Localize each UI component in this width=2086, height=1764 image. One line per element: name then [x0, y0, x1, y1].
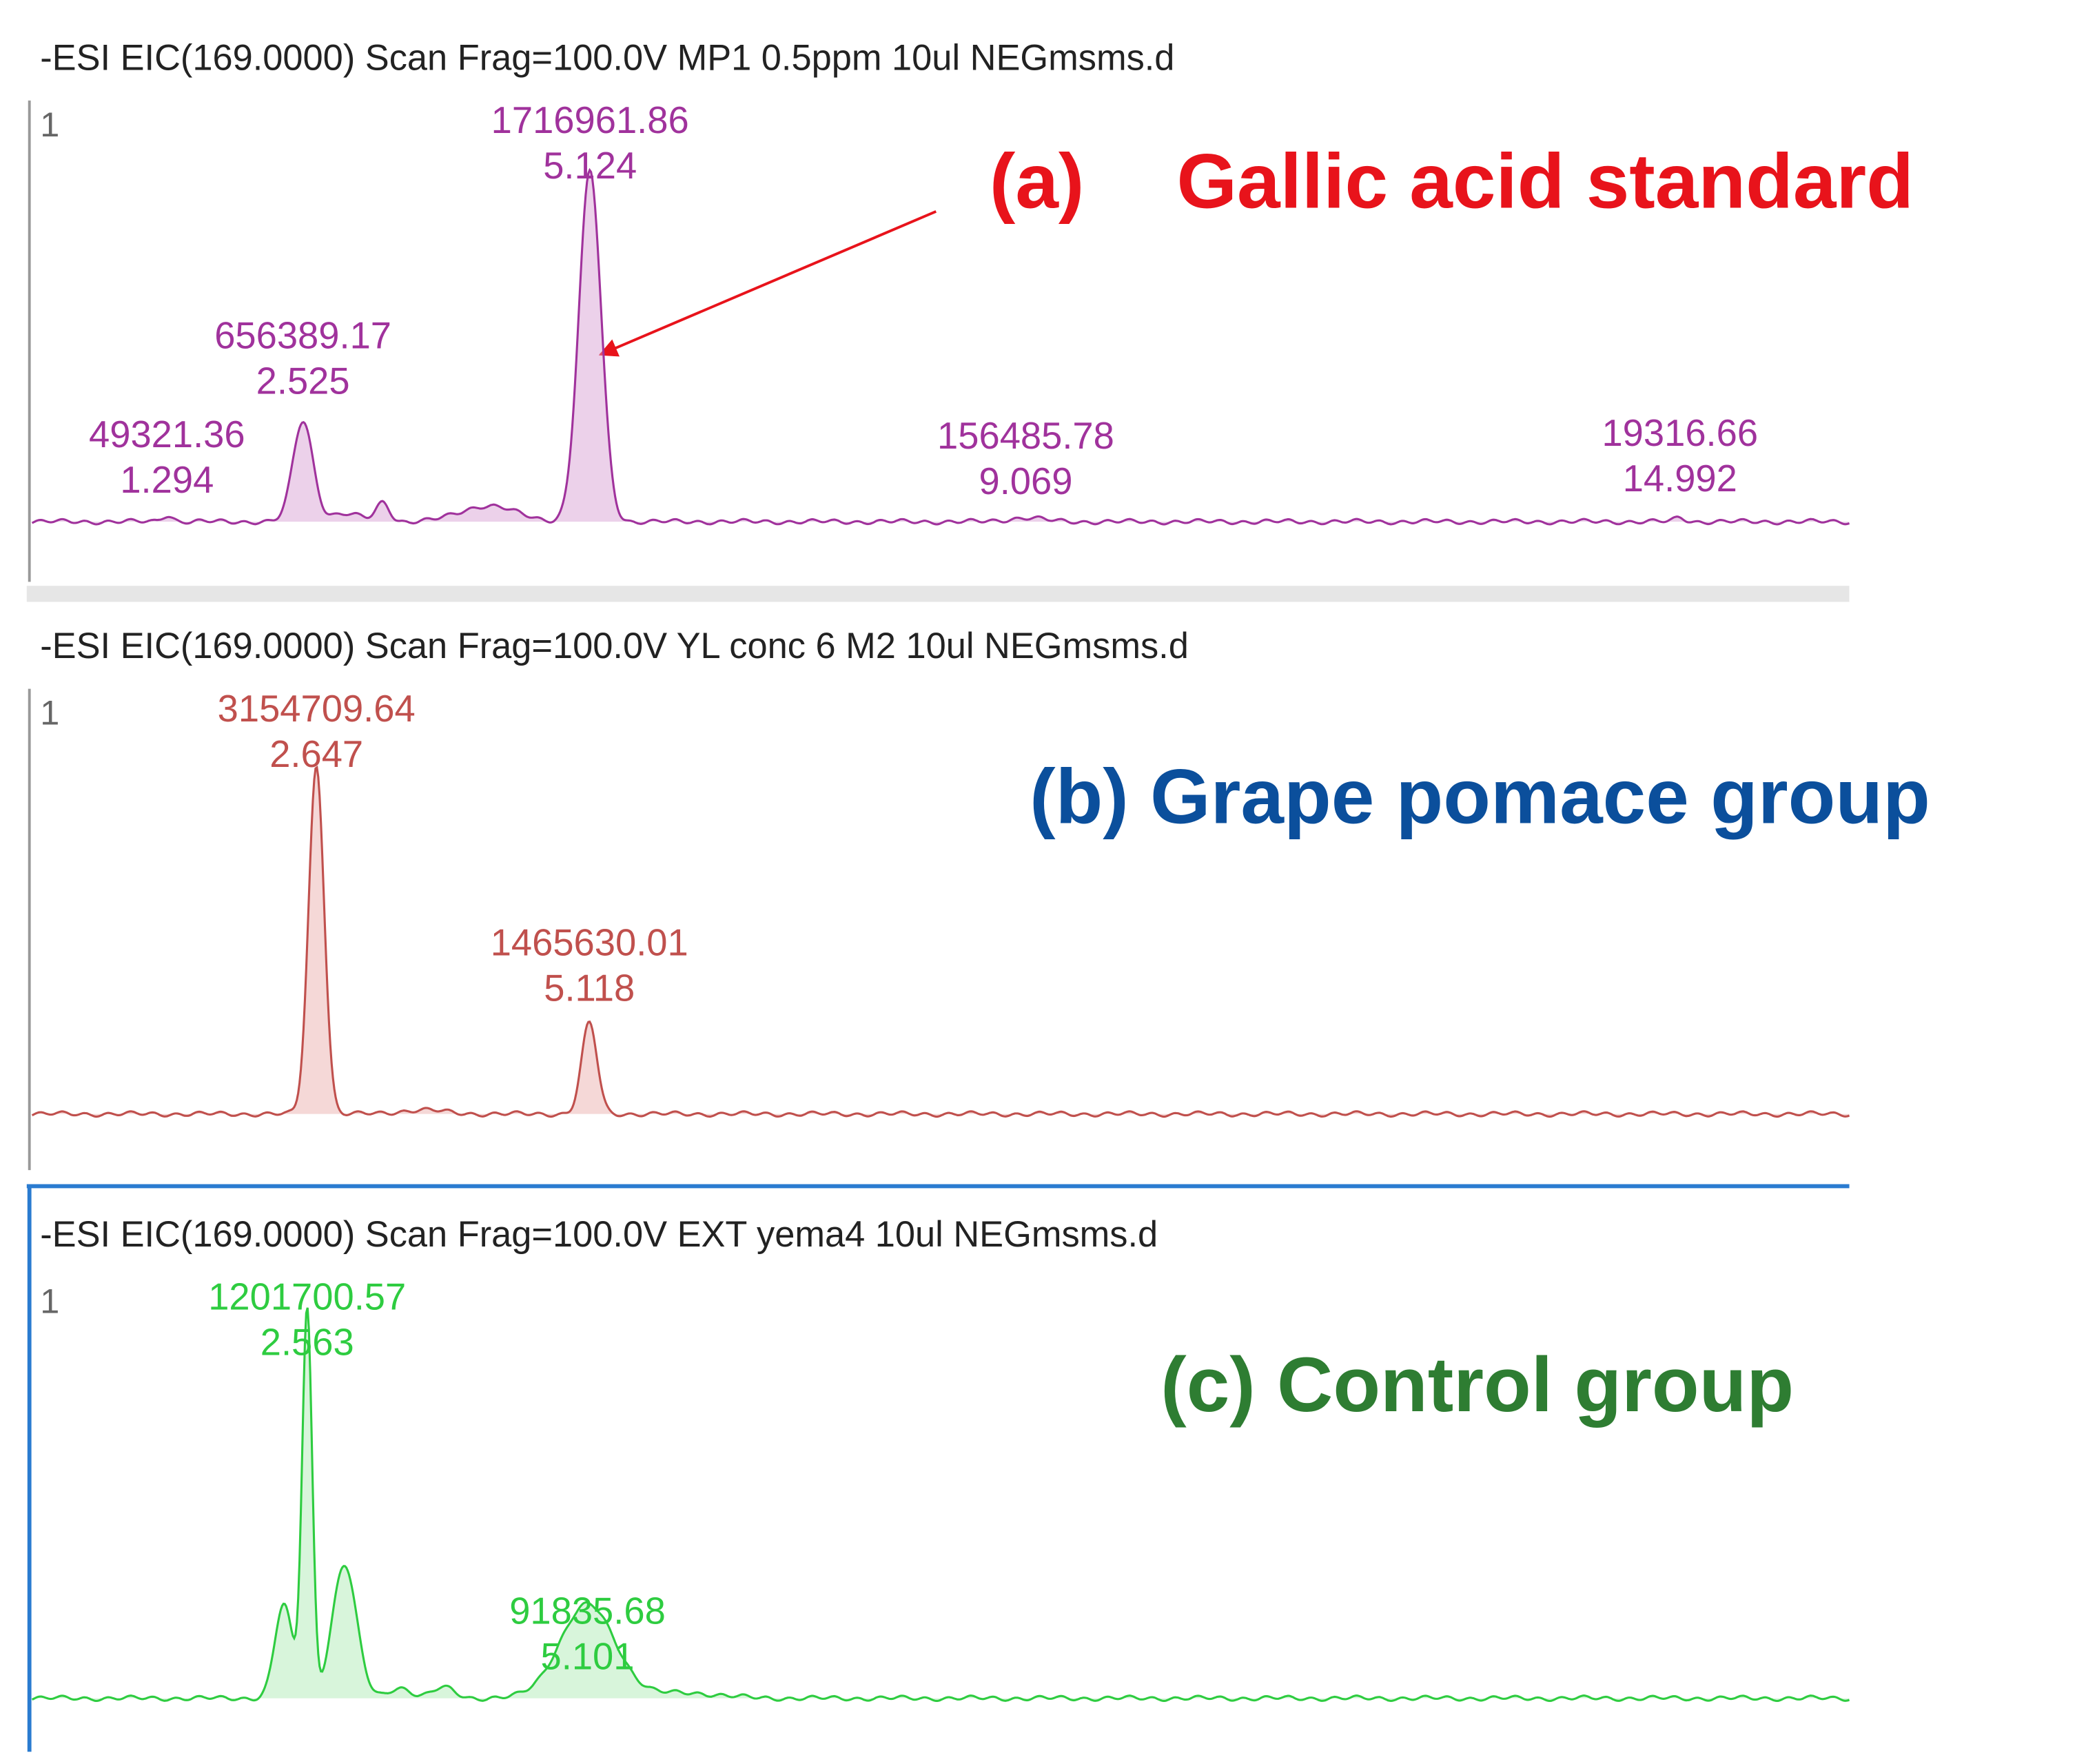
separator: [26, 586, 1850, 602]
peak-area: 156485.78: [937, 415, 1114, 457]
trace: [31, 1307, 1850, 1703]
y-label: 1: [40, 1282, 59, 1321]
peak-area: 1465630.01: [491, 922, 688, 964]
y-label: 1: [40, 693, 59, 732]
annotation: (b) Grape pomace group: [1030, 752, 1930, 839]
peak-time: 2.525: [256, 360, 350, 402]
annotation: (c) Control group: [1160, 1341, 1794, 1428]
peak-time: 9.069: [979, 460, 1072, 502]
peak-area: 49321.36: [89, 413, 245, 455]
peak-time: 2.563: [260, 1322, 354, 1364]
peak-time: 5.124: [543, 145, 637, 187]
peak-area: 1201700.57: [208, 1276, 406, 1318]
peak-area: 19316.66: [1602, 412, 1758, 454]
peak-time: 2.647: [269, 733, 363, 775]
peak-time: 14.992: [1623, 458, 1737, 500]
trace: [31, 167, 1850, 526]
annotation-tag: (a): [990, 138, 1085, 225]
peak-time: 1.294: [120, 459, 214, 501]
annotation: Gallic acid standard: [1177, 138, 1914, 225]
trace: [31, 765, 1850, 1118]
panel-header: -ESI EIC(169.0000) Scan Frag=100.0V YL c…: [40, 626, 1189, 666]
peak-area: 1716961.86: [491, 99, 689, 141]
peak-time: 5.101: [541, 1636, 635, 1678]
panel-header: -ESI EIC(169.0000) Scan Frag=100.0V EXT …: [40, 1215, 1158, 1255]
y-label: 1: [40, 105, 59, 144]
peak-area: 656389.17: [214, 315, 391, 357]
peak-area: 3154709.64: [218, 688, 416, 730]
peak-time: 5.118: [544, 967, 635, 1009]
panel-header: -ESI EIC(169.0000) Scan Frag=100.0V MP1 …: [40, 38, 1174, 78]
arrow: [598, 210, 937, 357]
peak-area: 91835.68: [509, 1590, 666, 1632]
